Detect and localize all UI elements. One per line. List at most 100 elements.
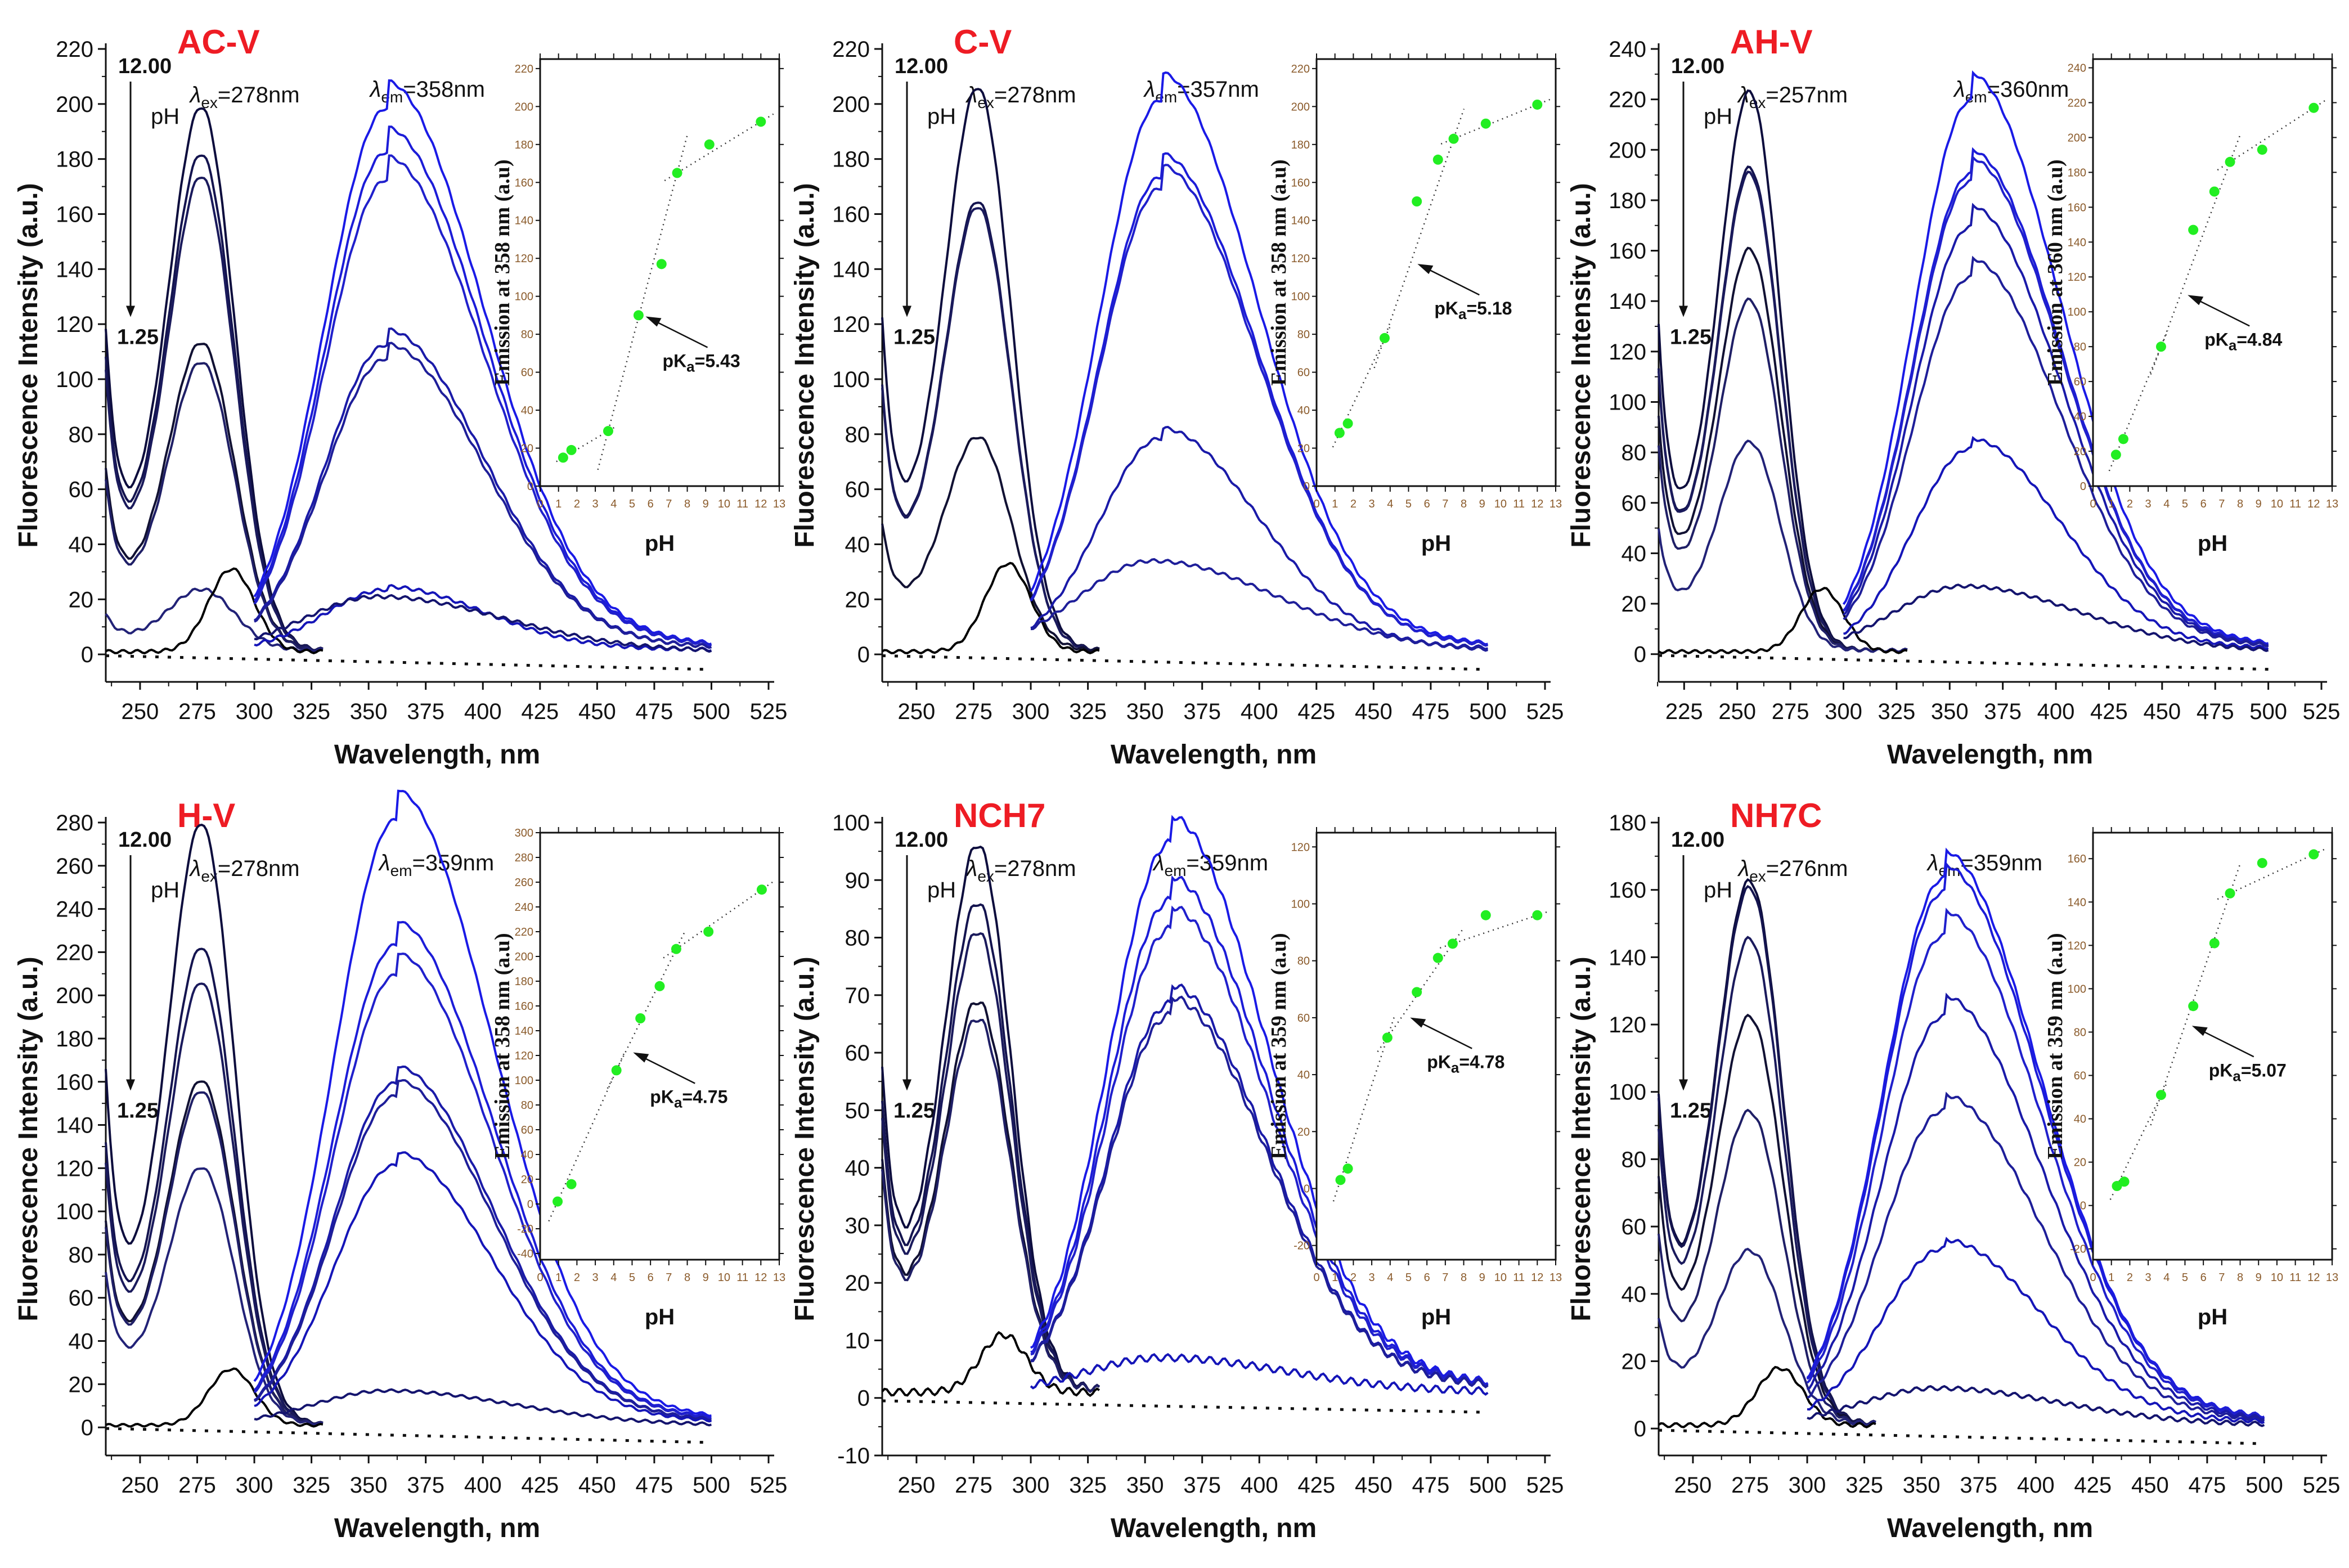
inset-x-tick-label: 7 [666, 498, 672, 510]
y-tick-label: 220 [832, 37, 870, 62]
inset-x-tick-label: 5 [2182, 1272, 2188, 1284]
inset-y-tick-label: 40 [521, 405, 533, 417]
emission-wavelength-label: λem=359nm [378, 851, 494, 879]
inset-y-axis-title: Emission at 358 nm (a.u) [491, 159, 514, 385]
x-tick-label: 275 [955, 1473, 992, 1498]
y-tick-label: 180 [56, 1027, 93, 1052]
x-tick-label: 300 [1825, 699, 1862, 724]
inset-x-tick-label: 4 [1387, 1272, 1393, 1284]
x-tick-label: 250 [122, 1473, 159, 1498]
pka-subscript: a [1458, 305, 1467, 322]
inset-x-tick-label: 10 [2271, 1272, 2283, 1284]
inset-x-tick-label: 4 [2163, 1272, 2170, 1284]
inset-x-tick-label: 10 [1494, 1272, 1507, 1284]
excitation-curve [105, 1167, 324, 1426]
inset-y-tick-label: 20 [521, 1174, 533, 1186]
inset-x-tick-label: 10 [718, 498, 730, 510]
inset-y-tick-label: 120 [515, 1050, 533, 1062]
inset-x-tick-label: 1 [555, 1272, 562, 1284]
excitation-curve [1658, 1108, 1876, 1426]
y-tick-label: 100 [1609, 390, 1646, 415]
inset-y-tick-label: 80 [1297, 329, 1310, 341]
inset-x-tick-label: 11 [1513, 1272, 1525, 1284]
emission-curve [1030, 558, 1489, 652]
y-tick-label: 180 [1609, 188, 1646, 213]
inset-x-tick-label: 1 [1332, 1272, 1338, 1284]
inset-x-tick-label: 7 [2218, 1272, 2225, 1284]
ph-label: pH [151, 878, 179, 902]
inset-data-point [2110, 450, 2121, 460]
y-tick-label: 200 [1609, 138, 1646, 163]
inset-y-tick-label: 0 [527, 1198, 533, 1211]
baseline-dotted-line [105, 1427, 712, 1444]
panel-title: NH7C [1730, 797, 1822, 834]
excitation-curve [105, 1080, 324, 1426]
y-tick-label: 50 [845, 1098, 870, 1123]
inset-y-tick-label: 0 [2080, 1200, 2086, 1212]
x-tick-label: 375 [407, 699, 444, 724]
inset-x-tick-label: 6 [2200, 1272, 2207, 1284]
x-tick-label: 500 [693, 699, 730, 724]
y-tick-label: 140 [832, 257, 870, 282]
y-tick-label: 60 [69, 1286, 94, 1311]
em-subscript: em [1165, 862, 1187, 879]
panel-c-v: 0 20 40 60 80 100 120 140 160 180 200 220 250 275 300 3… [776, 0, 1564, 782]
x-tick-label: 375 [1183, 699, 1221, 724]
inset-y-axis-title: Emission at 359 nm (a.u) [2043, 933, 2067, 1159]
inset-y-tick-label: -40 [517, 1248, 533, 1260]
y-tick-label: 80 [1622, 1147, 1647, 1172]
emission-curve [1806, 907, 2265, 1420]
y-tick-label: 200 [832, 92, 870, 117]
y-tick-label: 120 [832, 312, 870, 337]
inset-y-tick-label: 60 [521, 367, 533, 379]
x-tick-label: 450 [578, 1473, 616, 1498]
inset-x-tick-label: 1 [1332, 498, 1338, 510]
inset-data-point [1432, 953, 1443, 963]
x-tick-label: 425 [2074, 1473, 2112, 1498]
excitation-curve [105, 154, 324, 652]
y-tick-label: 280 [56, 811, 93, 835]
y-tick-label: 60 [845, 1041, 870, 1066]
y-tick-label: 80 [845, 926, 870, 951]
inset-data-point [756, 884, 767, 895]
pka-value: =4.78 [1459, 1052, 1504, 1072]
inset-fit-high [1439, 910, 1551, 949]
inset-data-point [2257, 145, 2267, 155]
pka-subscript: a [2233, 1067, 2241, 1084]
acid-excitation-curve [882, 561, 1100, 655]
inset-fit-mid [2150, 862, 2242, 1126]
y-axis-title: Fluorescence Intensity (a.u.) [14, 183, 43, 547]
emission-curve [1807, 1091, 2265, 1422]
inset-x-tick-label: 11 [736, 498, 748, 510]
inset-x-tick-label: 2 [574, 498, 580, 510]
x-tick-label: 275 [178, 699, 216, 724]
inset-y-tick-label: 20 [521, 443, 533, 455]
excitation-curve [881, 903, 1101, 1393]
inset-data-point [1532, 99, 1543, 110]
inset-x-tick-label: 4 [2163, 498, 2170, 510]
pka-value: =4.84 [2236, 329, 2282, 349]
inset-x-tick-label: 12 [754, 498, 767, 510]
y-tick-label: 60 [69, 478, 94, 502]
inset-y-tick-label: -20 [2070, 1243, 2086, 1256]
ph-low-label: 1.25 [117, 326, 159, 349]
x-tick-label: 325 [1845, 1473, 1883, 1498]
y-tick-label: 100 [56, 1199, 93, 1224]
panel-ac-v: 0 20 40 60 80 100 120 140 160 180 200 220 250 275 300 3… [0, 0, 788, 782]
inset-x-tick-label: 3 [2145, 1272, 2152, 1284]
x-tick-label: 250 [898, 1473, 936, 1498]
inset-x-tick-label: 3 [1369, 498, 1375, 510]
inset-data-point [1532, 910, 1543, 920]
y-tick-label: 100 [832, 367, 870, 392]
x-tick-label: 325 [293, 1473, 330, 1498]
lambda-symbol: λ [189, 856, 201, 881]
x-tick-label: 325 [1878, 699, 1915, 724]
inset-x-tick-label: 10 [2271, 498, 2283, 510]
x-axis-title: Wavelength, nm [1111, 1513, 1317, 1543]
inset-x-tick-label: 2 [1350, 1272, 1357, 1284]
inset-x-tick-label: 3 [592, 498, 599, 510]
inset-fit-mid [597, 134, 689, 470]
inset-plot-frame [539, 832, 780, 1261]
ph-high-label: 12.00 [118, 828, 172, 852]
inset-data-point [603, 426, 613, 437]
